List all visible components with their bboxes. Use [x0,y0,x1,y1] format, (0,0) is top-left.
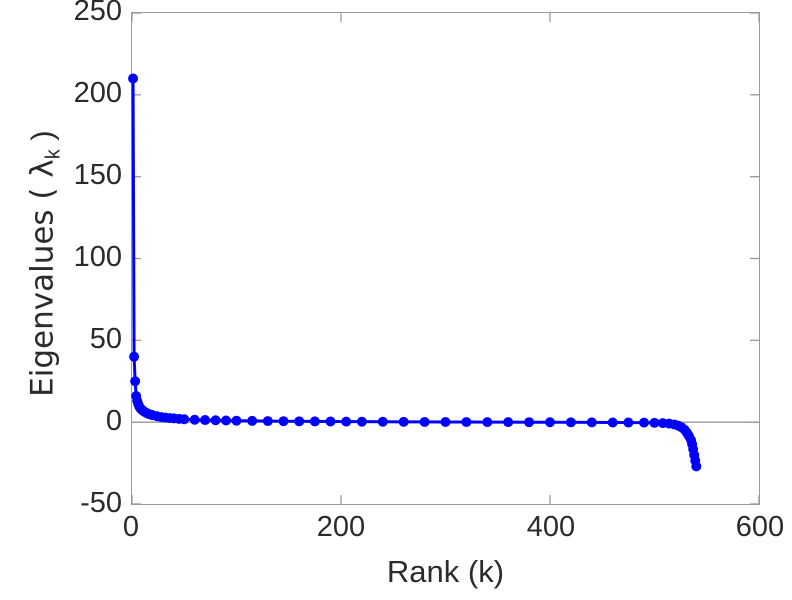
data-point [341,416,352,427]
y-tick-label-250: 250 [73,0,122,27]
data-point [545,417,555,428]
x-tick-label-600: 600 [735,511,785,543]
plot-area [128,12,760,505]
data-point [130,376,141,387]
y-tick-label-150: 150 [73,159,122,191]
y-axis-tick-labels: 250 200 150 100 50 0 -50 [0,0,122,600]
x-tick-label-200: 200 [316,511,366,543]
data-point [607,417,618,428]
x-axis-title: Rank (k) [386,554,505,589]
x-axis-tick-labels: 0 200 400 600 [0,513,792,553]
data-point [440,417,451,427]
data-point [129,351,140,362]
data-point [419,416,430,427]
y-tick-label-200: 200 [73,77,122,109]
y-tick-label-0: 0 [105,405,122,437]
tick-marks [131,12,760,505]
data-point [309,416,320,427]
data-point [649,417,660,428]
data-point [482,417,493,428]
x-tick-label-400: 400 [526,511,576,543]
y-axis-title-subscript: k [42,149,65,160]
data-point [128,73,139,84]
data-point [623,417,634,428]
data-point [179,414,190,425]
data-point [503,417,514,428]
data-point [247,415,258,426]
y-axis-title-main: Eigenvalues ( λ [24,159,61,397]
data-point [377,416,388,427]
data-point [325,416,336,427]
data-point [200,415,211,426]
y-axis-title: Eigenvalues ( λk ) [24,4,65,524]
data-point [356,416,367,427]
data-point [262,416,273,427]
y-tick-label-minus-50: -50 [80,487,122,519]
data-point [565,417,576,428]
data-point [210,415,221,426]
y-tick-label-100: 100 [73,241,122,273]
data-point [524,417,535,428]
x-tick-label-0: 0 [122,511,140,543]
data-point [231,415,242,426]
data-point [639,417,650,428]
data-point [278,416,289,427]
data-point [586,417,597,428]
eigenvalue-curve [131,76,698,468]
data-point [691,461,702,472]
data-point [189,414,200,425]
data-point [294,416,305,427]
y-axis-title-tail: ) [24,130,60,150]
data-point [461,417,472,428]
chart-canvas [128,12,760,505]
y-tick-label-50: 50 [89,323,122,355]
eigenvalue-markers [128,73,702,472]
data-point [221,415,232,426]
data-point [398,416,409,427]
